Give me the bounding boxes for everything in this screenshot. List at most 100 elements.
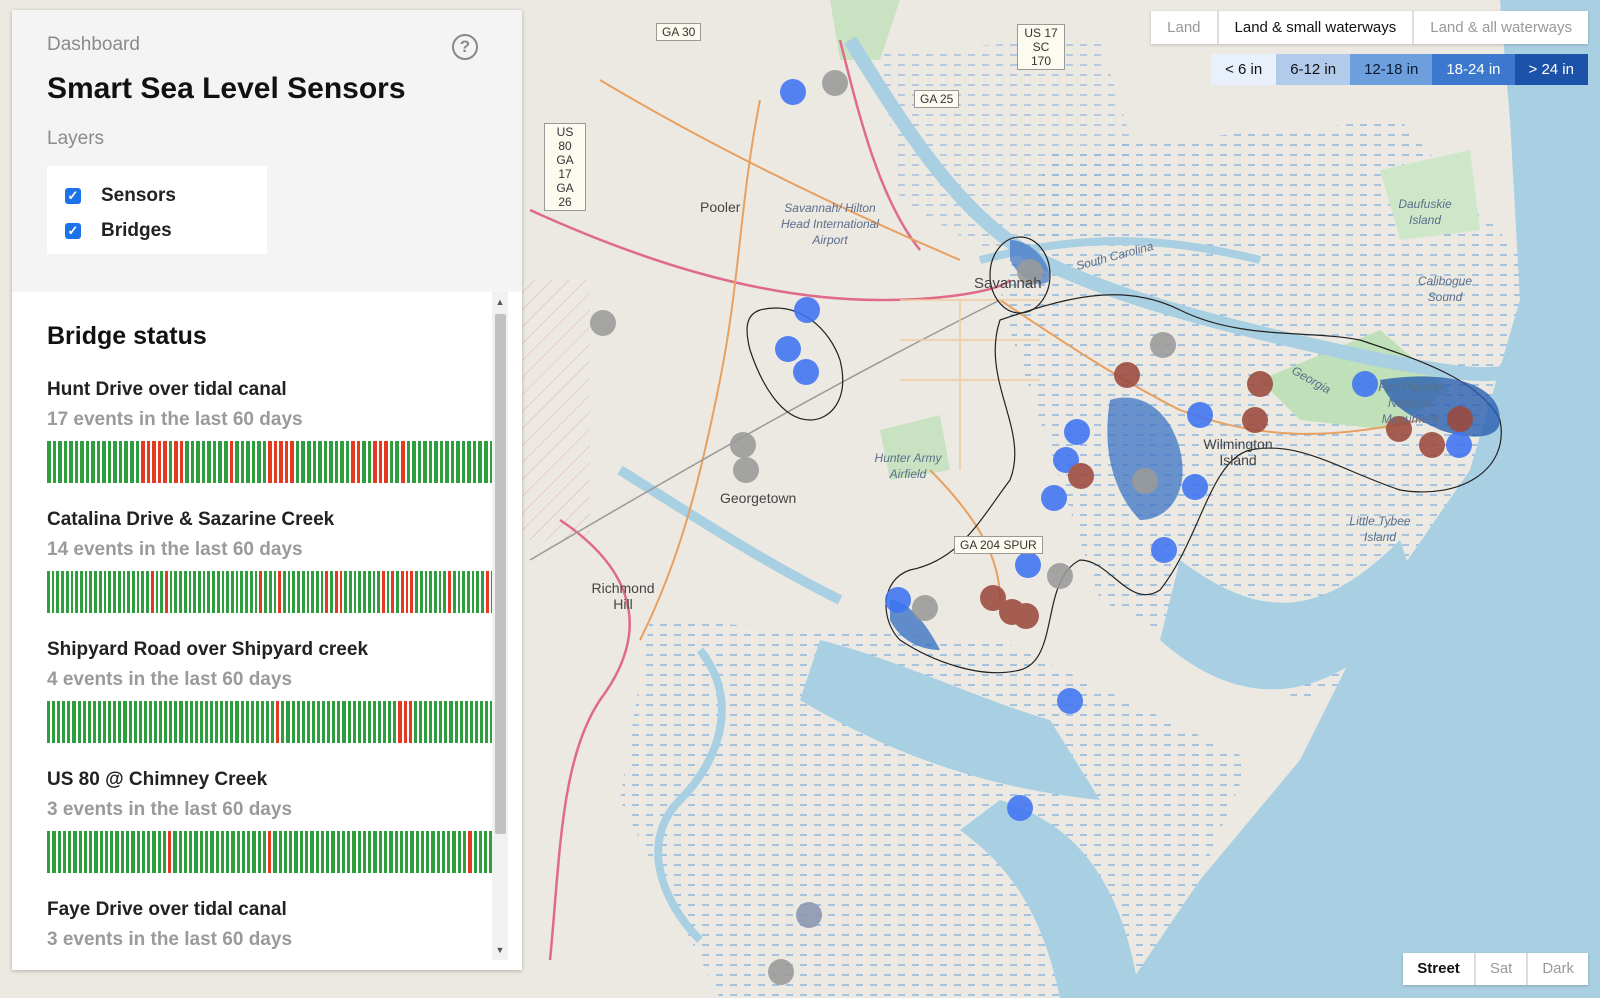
normal-day-tick xyxy=(152,831,156,873)
sensor-marker[interactable] xyxy=(1446,432,1472,458)
normal-day-tick xyxy=(306,701,310,743)
basemap-option-dark[interactable]: Dark xyxy=(1526,953,1588,985)
sensor-marker[interactable] xyxy=(1007,795,1033,821)
bridge-item[interactable]: Shipyard Road over Shipyard creek 4 event… xyxy=(47,639,500,769)
legend-item: 12-18 in xyxy=(1350,54,1433,85)
sensor-marker[interactable] xyxy=(590,310,616,336)
sensor-marker[interactable] xyxy=(1352,371,1378,397)
sensor-marker[interactable] xyxy=(1151,537,1177,563)
normal-day-tick xyxy=(373,701,377,743)
sensor-marker[interactable] xyxy=(768,959,794,985)
sensor-marker[interactable] xyxy=(1064,419,1090,445)
basemap-option-street[interactable]: Street xyxy=(1417,960,1460,977)
normal-day-tick xyxy=(174,701,178,743)
bridge-name: US 80 @ Chimney Creek xyxy=(47,769,268,790)
waterway-option[interactable]: Land xyxy=(1167,19,1201,36)
normal-day-tick xyxy=(283,831,288,873)
basemap-option-sat[interactable]: Sat xyxy=(1473,953,1527,985)
sensor-marker[interactable] xyxy=(775,336,801,362)
sensor-marker[interactable] xyxy=(1013,603,1039,629)
bridge-item[interactable]: Catalina Drive & Sazarine Creek 14 events… xyxy=(47,509,500,639)
sensor-marker[interactable] xyxy=(1247,371,1273,397)
normal-day-tick xyxy=(452,571,456,613)
map-place-label: Wilmington Island xyxy=(1203,436,1273,468)
map-place-label: Savannah xyxy=(974,275,1042,292)
event-day-tick xyxy=(157,441,162,483)
normal-day-tick xyxy=(72,701,76,743)
sensor-marker[interactable] xyxy=(1041,485,1067,511)
sensor-marker[interactable] xyxy=(1114,362,1140,388)
normal-day-tick xyxy=(389,441,394,483)
bridge-event-count: 14 events in the last 60 days xyxy=(47,539,303,560)
normal-day-tick xyxy=(183,571,187,613)
sensor-marker[interactable] xyxy=(1447,406,1473,432)
normal-day-tick xyxy=(188,571,192,613)
sensor-marker[interactable] xyxy=(793,359,819,385)
sensor-marker[interactable] xyxy=(1150,332,1176,358)
normal-day-tick xyxy=(454,701,458,743)
bridge-item[interactable]: Hunt Drive over tidal canal 17 events in … xyxy=(47,379,500,509)
normal-day-tick xyxy=(327,701,331,743)
normal-day-tick xyxy=(104,831,109,873)
sensor-marker[interactable] xyxy=(980,585,1006,611)
sensor-marker[interactable] xyxy=(1132,468,1158,494)
sensor-marker[interactable] xyxy=(1047,563,1073,589)
bridge-item[interactable]: Faye Drive over tidal canal 3 events in t… xyxy=(47,899,500,970)
sensor-marker[interactable] xyxy=(912,595,938,621)
normal-day-tick xyxy=(92,701,96,743)
sensor-marker[interactable] xyxy=(794,297,820,323)
bridge-item[interactable]: US 80 @ Chimney Creek 3 events in the las… xyxy=(47,769,500,899)
waterway-option[interactable]: Land & all waterways xyxy=(1412,11,1588,44)
sensor-marker[interactable] xyxy=(796,902,822,928)
bridge-status-list[interactable]: Bridge status Hunt Drive over tidal cana… xyxy=(12,292,522,970)
sensor-marker[interactable] xyxy=(1242,407,1268,433)
event-day-tick xyxy=(278,571,281,613)
normal-day-tick xyxy=(372,571,376,613)
normal-day-tick xyxy=(323,441,328,483)
normal-day-tick xyxy=(260,701,265,743)
normal-day-tick xyxy=(450,441,455,483)
dashboard-panel: Dashboard ? Smart Sea Level Sensors Laye… xyxy=(12,10,522,970)
sensor-marker[interactable] xyxy=(1057,688,1083,714)
sensor-marker[interactable] xyxy=(822,70,848,96)
waterway-option[interactable]: Land & small waterways xyxy=(1216,11,1413,44)
breadcrumb[interactable]: Dashboard xyxy=(47,34,140,55)
normal-day-tick xyxy=(138,701,142,743)
normal-day-tick xyxy=(428,441,433,483)
normal-day-tick xyxy=(426,831,430,873)
normal-day-tick xyxy=(363,571,366,613)
sensor-marker[interactable] xyxy=(780,79,806,105)
normal-day-tick xyxy=(245,571,248,613)
normal-day-tick xyxy=(235,701,239,743)
scroll-thumb[interactable] xyxy=(495,314,506,834)
map-place-label: Savannah/ Hilton Head International Airp… xyxy=(780,201,880,247)
sensor-marker[interactable] xyxy=(885,587,911,613)
sensor-marker[interactable] xyxy=(1017,259,1043,285)
scrollbar[interactable]: ▲ ▼ xyxy=(492,292,508,960)
normal-day-tick xyxy=(384,831,388,873)
legend-item: < 6 in xyxy=(1211,54,1277,85)
normal-day-tick xyxy=(312,441,317,483)
scroll-up-arrow-icon[interactable]: ▲ xyxy=(495,297,505,307)
help-icon[interactable]: ? xyxy=(452,34,478,60)
layer-toggle-sensors[interactable]: ✓ Sensors xyxy=(65,178,267,213)
sensor-marker[interactable] xyxy=(1187,402,1213,428)
normal-day-tick xyxy=(447,831,451,873)
checkbox-checked-icon[interactable]: ✓ xyxy=(65,222,81,239)
normal-day-tick xyxy=(120,831,124,873)
normal-day-tick xyxy=(352,831,356,873)
layer-toggle-bridges[interactable]: ✓ Bridges xyxy=(65,213,267,248)
sensor-marker[interactable] xyxy=(730,432,756,458)
sensor-marker[interactable] xyxy=(733,457,759,483)
sensor-marker[interactable] xyxy=(1419,432,1445,458)
sensor-marker[interactable] xyxy=(1068,463,1094,489)
normal-day-tick xyxy=(429,701,433,743)
sensor-marker[interactable] xyxy=(1182,474,1208,500)
scroll-down-arrow-icon[interactable]: ▼ xyxy=(495,945,505,955)
sensor-marker[interactable] xyxy=(1015,552,1041,578)
normal-day-tick xyxy=(418,701,422,743)
checkbox-checked-icon[interactable]: ✓ xyxy=(65,187,81,204)
normal-day-tick xyxy=(143,701,147,743)
sensor-marker[interactable] xyxy=(1386,416,1412,442)
normal-day-tick xyxy=(135,441,140,483)
